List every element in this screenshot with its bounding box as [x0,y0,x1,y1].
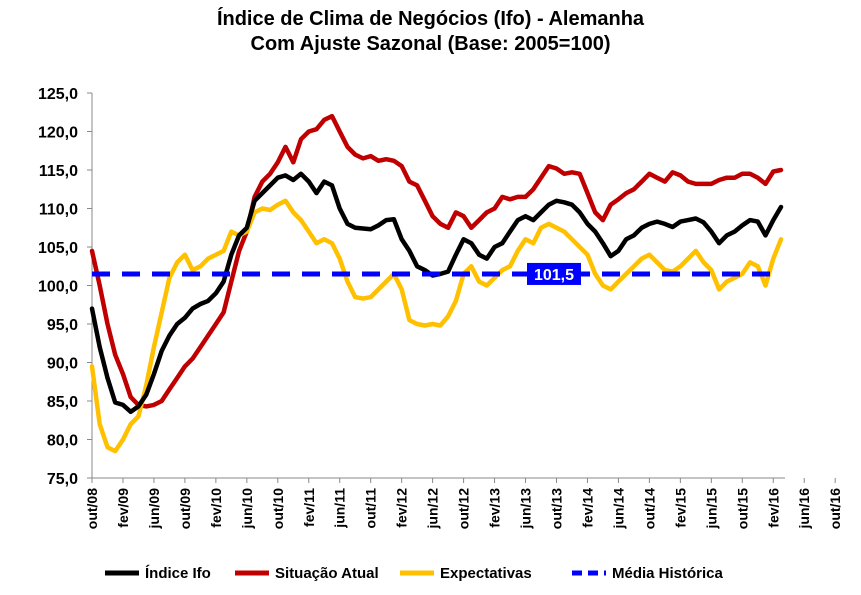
y-tick-label: 105,0 [38,240,78,257]
axes: 75,0 80,0 85,0 90,0 95,0 100,0 105,0 110,0 115,0… [38,86,843,529]
average-label: 101,5 [534,267,574,284]
x-tick-label: fev/10 [208,488,224,528]
y-tick-label: 95,0 [47,317,78,334]
x-tick-label: out/12 [456,488,472,529]
x-tick-label: fev/11 [301,488,317,527]
x-tick-label: jun/15 [703,488,719,530]
x-tick-label: out/16 [827,488,843,529]
x-tick-label: out/15 [734,488,750,529]
series-line [89,171,784,415]
series-line [89,113,784,409]
chart-title: Índice de Clima de Negócios (Ifo) - Alem… [216,8,645,30]
y-tick-label: 125,0 [38,86,78,103]
x-tick-label: fev/12 [394,488,410,528]
x-tick-label: fev/15 [672,488,688,528]
x-tick-label: jun/16 [796,488,812,530]
y-tick-label: 120,0 [38,125,78,142]
x-tick-label: fev/16 [765,488,781,528]
series-line [89,198,784,454]
y-tick-label: 110,0 [39,202,78,219]
y-tick-label: 90,0 [47,356,78,373]
legend-label: Média Histórica [612,565,724,582]
legend-label: Índice Ifo [145,565,211,582]
x-tick-label: out/10 [270,488,286,529]
x-tick-label: out/11 [363,488,379,529]
x-tick-label: fev/13 [487,488,503,528]
x-tick-label: fev/09 [115,488,131,528]
x-tick-label: jun/12 [425,488,441,530]
x-tick-label: fev/14 [579,488,595,528]
series-lines [89,113,784,454]
y-tick-label: 100,0 [38,279,78,296]
x-tick-label: out/13 [548,488,564,529]
average-line-group: 101,5 [92,262,781,285]
x-tick-label: out/09 [177,488,193,529]
x-tick-label: jun/10 [239,488,255,530]
legend-label: Situação Atual [275,565,379,582]
x-tick-label: out/14 [641,488,657,529]
x-tick-label: jun/11 [332,488,348,529]
average-label-box [527,262,581,285]
y-tick-label: 115,0 [39,163,78,180]
chart-subtitle: Com Ajuste Sazonal (Base: 2005=100) [250,33,611,55]
x-tick-label: jun/13 [518,488,534,530]
legend-label: Expectativas [440,565,532,582]
x-tick-label: out/08 [84,488,100,529]
y-tick-label: 80,0 [47,433,78,450]
x-tick-label: jun/14 [610,488,626,530]
x-tick-label: jun/09 [146,488,162,530]
legend: Índice Ifo Situação Atual Expectativas Médi… [105,565,724,582]
y-tick-label: 85,0 [47,394,78,411]
y-tick-label: 75,0 [47,471,78,488]
